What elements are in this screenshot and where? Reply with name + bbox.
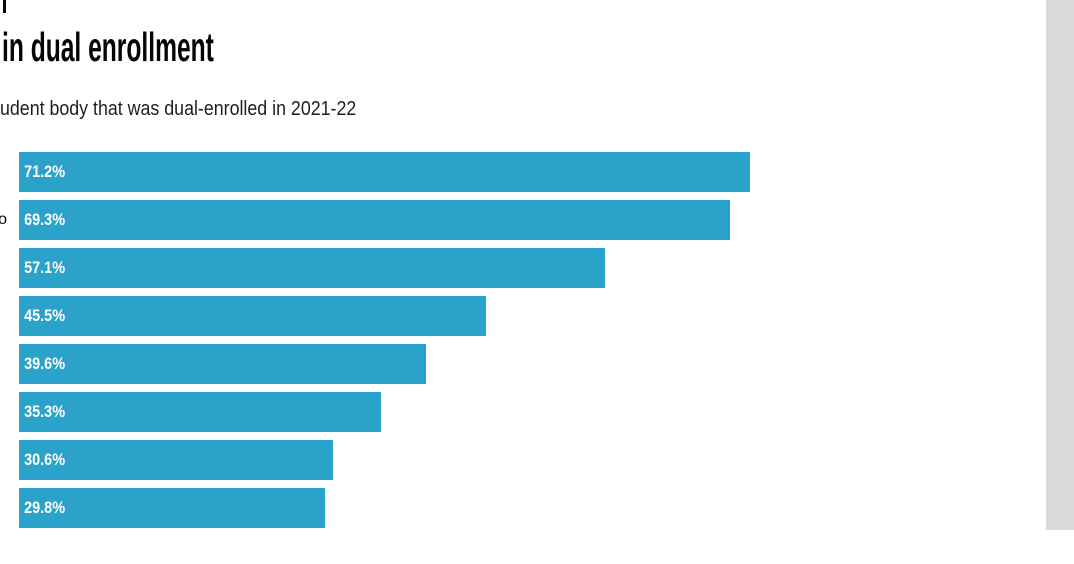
- bar: 69.3%: [19, 200, 730, 240]
- cropped-text-fragment: [3, 0, 6, 13]
- bar: 57.1%: [19, 248, 605, 288]
- bar: 39.6%: [19, 344, 426, 384]
- bar: 29.8%: [19, 488, 325, 528]
- category-label-fragment: o: [0, 211, 7, 228]
- bar: 30.6%: [19, 440, 333, 480]
- bar: 45.5%: [19, 296, 486, 336]
- chart-title: in dual enrollment: [2, 24, 214, 70]
- scrollbar-track[interactable]: [1046, 0, 1074, 530]
- bar-value-label: 39.6%: [24, 354, 66, 373]
- bar-value-label: 57.1%: [24, 258, 66, 277]
- bar: 35.3%: [19, 392, 381, 432]
- bar-value-label: 30.6%: [24, 450, 66, 469]
- bar-value-label: 69.3%: [24, 210, 66, 229]
- bar-value-label: 35.3%: [24, 402, 66, 421]
- bar-value-label: 29.8%: [24, 498, 66, 517]
- bar-value-label: 71.2%: [24, 162, 66, 181]
- chart-subtitle: udent body that was dual-enrolled in 202…: [0, 98, 357, 120]
- bar: 71.2%: [19, 152, 750, 192]
- bar-value-label: 45.5%: [24, 306, 66, 325]
